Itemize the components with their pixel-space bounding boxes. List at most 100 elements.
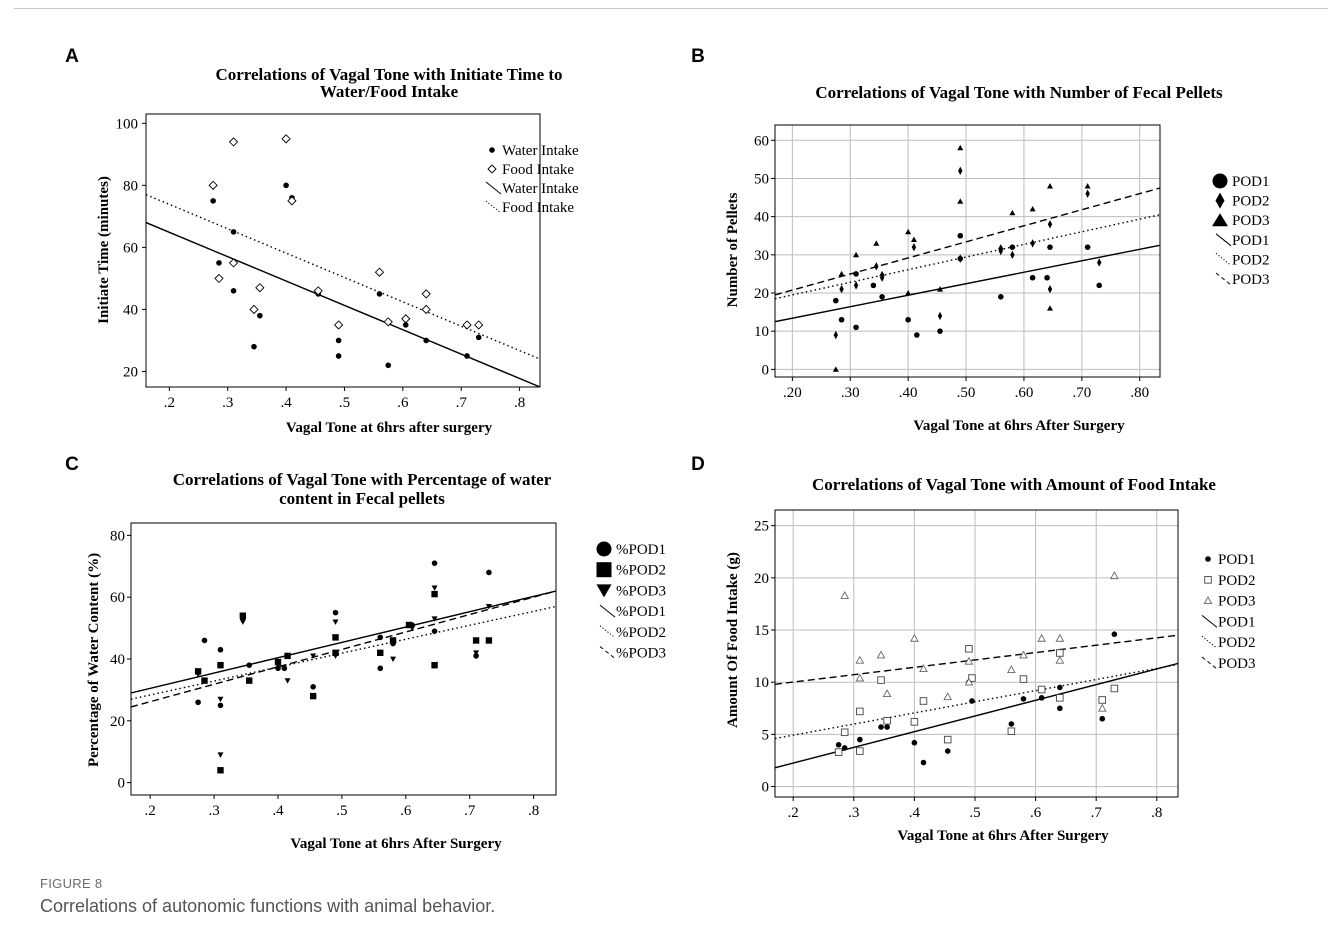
- panel-d-point-pod2: [1110, 684, 1119, 693]
- panel-b-point-pod2: [833, 330, 838, 340]
- panel-b-point-pod1: [1044, 274, 1050, 281]
- panel-d-x-tick-label: .8: [1151, 805, 1162, 821]
- panel-b-point-pod3: [1047, 305, 1053, 311]
- panel-d-point-pod3: [882, 689, 892, 698]
- panel-d-x-axis-label: Vagal Tone at 6hrs After Surgery: [897, 828, 1109, 844]
- panel-a-point-food-intake: [214, 273, 224, 284]
- panel-d-letter: D: [691, 454, 705, 475]
- panel-d-point-pod2: [856, 707, 864, 716]
- panel-d-plot-frame: [774, 509, 1179, 798]
- panel-c-point-pod1: [332, 609, 339, 616]
- panel-b-point-pod2: [1030, 239, 1035, 248]
- panel-d-x-tick-label: .4: [909, 805, 921, 821]
- panel-b-point-pod2: [874, 262, 879, 271]
- panel-d-fit-lines: [775, 634, 1178, 769]
- panel-d-point-pod1: [920, 759, 927, 766]
- panel-b-legend-line-swatch: [1215, 272, 1232, 286]
- panel-c-point-pod2: [201, 677, 208, 684]
- panel-a-plot-frame: [145, 113, 541, 388]
- panel-d-point-pod3: [1055, 655, 1065, 664]
- panel-a-y-tick-label: 80: [123, 178, 138, 194]
- panel-b-point-pod2: [1085, 189, 1090, 198]
- panel-d-legend-line-swatch: [1201, 656, 1218, 670]
- panel-b-legend-marker: [1215, 192, 1225, 209]
- panel-b-legend-label: POD1: [1232, 233, 1270, 249]
- panel-c-point-pod3: [377, 650, 384, 656]
- panel-d-point-pod1: [1057, 705, 1063, 712]
- panel-a-legend-marker: [489, 147, 495, 153]
- panel-b-legend-label: POD3: [1232, 213, 1270, 229]
- panel-d-point-pod3: [876, 650, 886, 659]
- panel-b-y-tick-label: 50: [754, 171, 769, 187]
- panel-c-point-pod1: [431, 560, 438, 566]
- panel-c-legend-marker: [596, 541, 612, 557]
- panel-c-y-tick-label: 20: [110, 714, 125, 730]
- panel-a-point-food-intake: [228, 258, 239, 268]
- panel-a-point-water-intake: [230, 229, 237, 235]
- panel-c-x-tick-label: .6: [400, 803, 412, 819]
- panel-b-point-pod1: [1084, 244, 1091, 250]
- panel-a-point-food-intake: [401, 314, 411, 324]
- panel-d-point-pod3: [1097, 703, 1107, 712]
- panel-d-x-tick-label: .7: [1091, 805, 1103, 821]
- panel-c-point-pod1: [377, 634, 384, 641]
- panel-c-point-pod2: [194, 668, 202, 675]
- panel-b-point-pod1: [914, 332, 920, 338]
- panel-a-x-tick-label: .6: [397, 395, 409, 411]
- panel-b-legend-label: POD3: [1232, 272, 1270, 288]
- panel-c-point-pod3: [473, 650, 480, 656]
- panel-b-point-pod2: [958, 254, 963, 263]
- panel-c-legend-line-swatch: [599, 604, 616, 618]
- panel-a-point-water-intake: [335, 353, 342, 359]
- panel-b-point-pod1: [838, 316, 845, 323]
- panel-c-y-tick-label: 40: [110, 652, 125, 668]
- panel-c-legend-marker: [596, 562, 612, 578]
- panel-c-legend-label: %POD1: [616, 604, 666, 620]
- panel-d-y-tick-label: 15: [754, 623, 769, 639]
- panel-d-point-pod3: [855, 655, 865, 664]
- panel-d-y-tick-label: 10: [754, 675, 769, 691]
- panel-a-legend-label: Food Intake: [502, 200, 574, 216]
- panel-c-point-pod2: [274, 658, 282, 666]
- panel-d-point-pod3: [1006, 665, 1016, 674]
- panel-a-legend-line-swatch: [485, 181, 502, 195]
- panel-c-point-pod3: [217, 696, 224, 703]
- panel-a-series-water-intake: [210, 182, 482, 369]
- panel-d-point-pod2: [965, 645, 973, 653]
- panel-c-point-pod1: [486, 569, 492, 576]
- panel-b-chart: B Correlations of Vagal Tone with Number …: [691, 46, 1269, 434]
- panel-b-x-tick-label: .60: [1015, 385, 1034, 401]
- panel-b-point-pod3: [1009, 209, 1016, 216]
- panel-c-point-pod2: [485, 637, 493, 644]
- panel-b-plot-frame: [774, 124, 1161, 378]
- panel-b-legend-marker: [1212, 173, 1228, 189]
- panel-c-point-pod2: [217, 661, 224, 669]
- panel-b-legend-label: POD2: [1232, 194, 1270, 210]
- panel-c-legend: %POD1 %POD2 %POD3 %POD1 %POD2 %POD3: [596, 541, 666, 662]
- panel-c-x-tick-label: .4: [272, 803, 284, 819]
- panel-c-point-pod3: [332, 619, 339, 625]
- panel-a-x-tick-label: .3: [222, 395, 233, 411]
- panel-a-y-tick-label: 20: [123, 364, 138, 380]
- panel-b-legend: POD1 POD2 POD3 POD1 POD2 POD3: [1212, 173, 1270, 288]
- panel-c-point-pod3: [310, 653, 317, 659]
- panel-c-point-pod3: [274, 662, 281, 669]
- panel-c-point-pod1: [201, 637, 208, 644]
- panel-d-point-pod1: [1008, 721, 1015, 727]
- panel-b-point-pod2: [1047, 284, 1053, 294]
- panel-d-point-pod2: [1056, 694, 1064, 702]
- panel-d-legend-label: POD1: [1218, 614, 1256, 630]
- panel-b-point-pod1: [853, 324, 859, 331]
- panel-d-series-pod3: [840, 571, 1119, 712]
- panel-d-legend-label: POD3: [1218, 656, 1256, 672]
- panel-d-point-pod2: [1056, 649, 1064, 657]
- panel-a-letter: A: [65, 46, 79, 67]
- panel-d-point-pod2: [968, 674, 976, 682]
- panel-c-title-line: Correlations of Vagal Tone with Percenta…: [173, 470, 552, 489]
- panel-d-point-pod2: [1037, 685, 1046, 694]
- panel-d-point-pod1: [1038, 695, 1045, 701]
- panel-a-point-food-intake: [333, 320, 344, 330]
- panel-d-legend-marker: [1203, 596, 1213, 604]
- panel-a-point-food-intake: [462, 320, 472, 330]
- panel-d-point-pod2: [1019, 675, 1028, 683]
